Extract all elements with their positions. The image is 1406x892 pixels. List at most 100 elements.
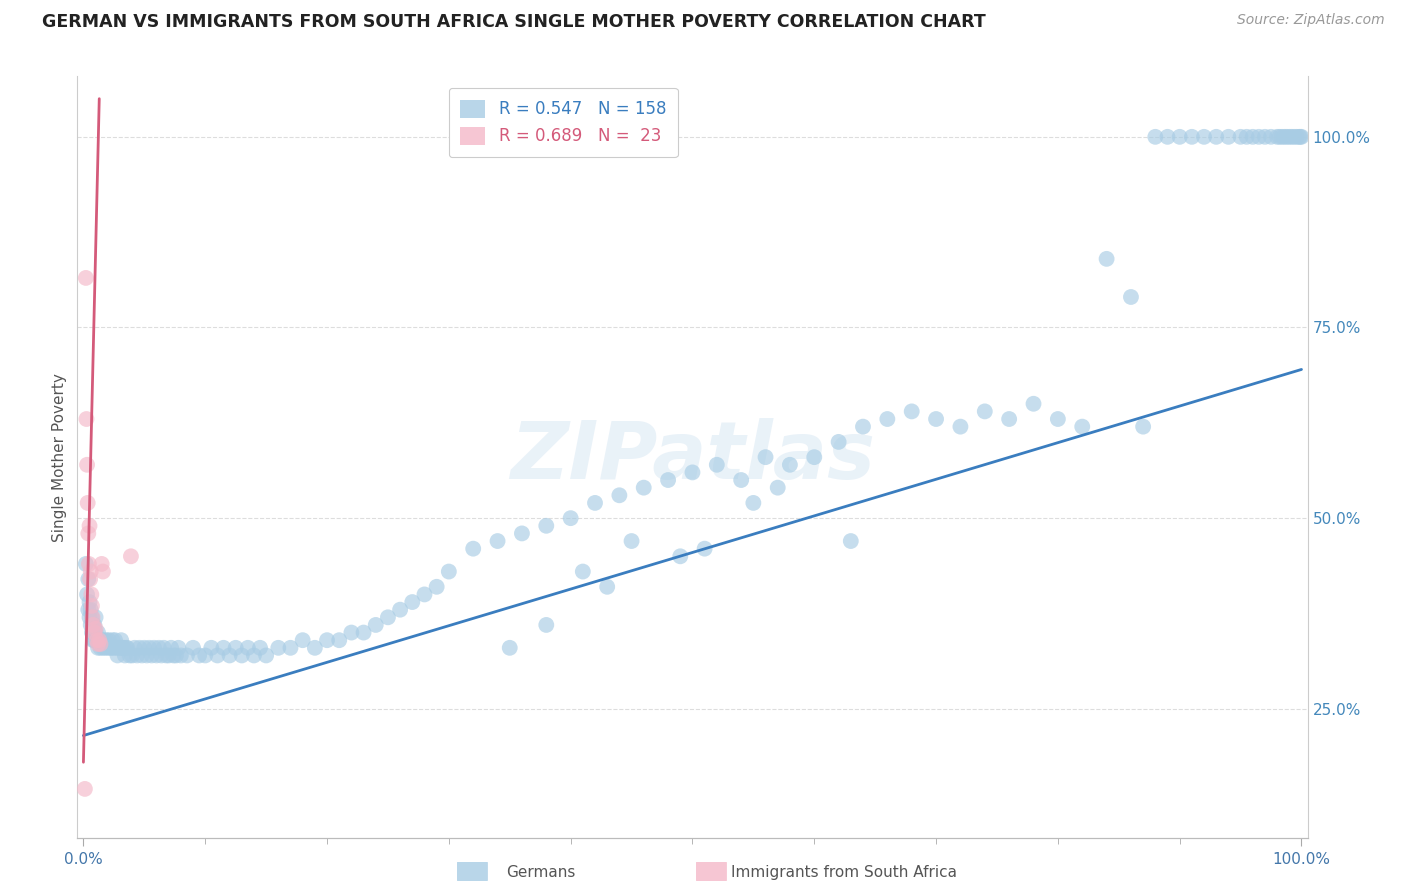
Point [1071, 419, 1094, 434]
Point [83, 618, 105, 632]
Point [633, 481, 655, 495]
Point [1265, 129, 1288, 144]
Point [97, 640, 120, 655]
Point [1046, 412, 1069, 426]
Point [657, 473, 679, 487]
Point [1241, 129, 1264, 144]
Point [1205, 129, 1227, 144]
Point [79, 572, 101, 586]
Text: ZIPatlas: ZIPatlas [510, 418, 875, 496]
Point [426, 580, 449, 594]
Point [93, 633, 115, 648]
Point [949, 419, 972, 434]
Point [141, 648, 163, 663]
Point [243, 648, 266, 663]
Point [304, 640, 326, 655]
Legend: R = 0.547   N = 158, R = 0.689   N =  23: R = 0.547 N = 158, R = 0.689 N = 23 [449, 88, 678, 157]
Point [766, 481, 789, 495]
Point [925, 412, 948, 426]
Point [1285, 129, 1308, 144]
Point [1156, 129, 1178, 144]
Point [98, 640, 121, 655]
Point [536, 618, 558, 632]
Point [155, 648, 177, 663]
Point [165, 648, 187, 663]
Point [90, 633, 112, 648]
Point [1282, 129, 1305, 144]
Point [75, 271, 97, 285]
Point [114, 648, 136, 663]
Point [413, 587, 436, 601]
Point [120, 549, 142, 564]
Point [157, 648, 180, 663]
Point [84, 610, 107, 624]
Point [83, 625, 105, 640]
Point [77, 557, 100, 571]
Point [103, 640, 125, 655]
Point [876, 412, 898, 426]
Point [353, 625, 375, 640]
Point [134, 640, 156, 655]
Point [803, 450, 825, 464]
Point [1095, 252, 1118, 266]
Point [76, 587, 98, 601]
Point [80, 565, 103, 579]
Point [82, 610, 104, 624]
Point [218, 648, 240, 663]
Point [80, 603, 103, 617]
Point [437, 565, 460, 579]
Point [75, 412, 97, 426]
Point [1218, 129, 1240, 144]
Point [1192, 129, 1215, 144]
Point [167, 640, 190, 655]
Point [89, 637, 111, 651]
Point [377, 610, 399, 624]
Text: Source: ZipAtlas.com: Source: ZipAtlas.com [1237, 13, 1385, 28]
Point [1022, 397, 1045, 411]
Point [98, 633, 121, 648]
Point [754, 450, 776, 464]
Point [83, 633, 105, 648]
Point [1260, 129, 1282, 144]
Point [82, 633, 104, 648]
Point [730, 473, 752, 487]
Point [80, 599, 103, 613]
Point [89, 640, 111, 655]
Point [143, 640, 166, 655]
Point [1275, 129, 1298, 144]
Point [693, 541, 716, 556]
Point [328, 633, 350, 648]
Point [100, 640, 122, 655]
Point [1247, 129, 1270, 144]
Point [1168, 129, 1191, 144]
Point [110, 633, 132, 648]
Point [181, 640, 204, 655]
Point [510, 526, 533, 541]
Point [118, 648, 141, 663]
Point [170, 648, 193, 663]
Point [108, 640, 131, 655]
Point [96, 633, 118, 648]
Point [87, 640, 110, 655]
Point [706, 458, 728, 472]
Point [900, 404, 922, 418]
Point [1254, 129, 1277, 144]
Point [1236, 129, 1258, 144]
Point [852, 419, 875, 434]
Point [153, 640, 176, 655]
Point [150, 648, 173, 663]
Point [145, 648, 167, 663]
FancyBboxPatch shape [457, 862, 488, 881]
Point [107, 640, 129, 655]
Point [111, 640, 134, 655]
Point [682, 466, 704, 480]
Point [82, 618, 104, 632]
Point [107, 648, 129, 663]
Point [77, 572, 100, 586]
Point [82, 618, 104, 632]
Point [138, 640, 160, 655]
Point [148, 640, 170, 655]
Point [254, 648, 277, 663]
Point [609, 488, 631, 502]
Point [463, 541, 485, 556]
